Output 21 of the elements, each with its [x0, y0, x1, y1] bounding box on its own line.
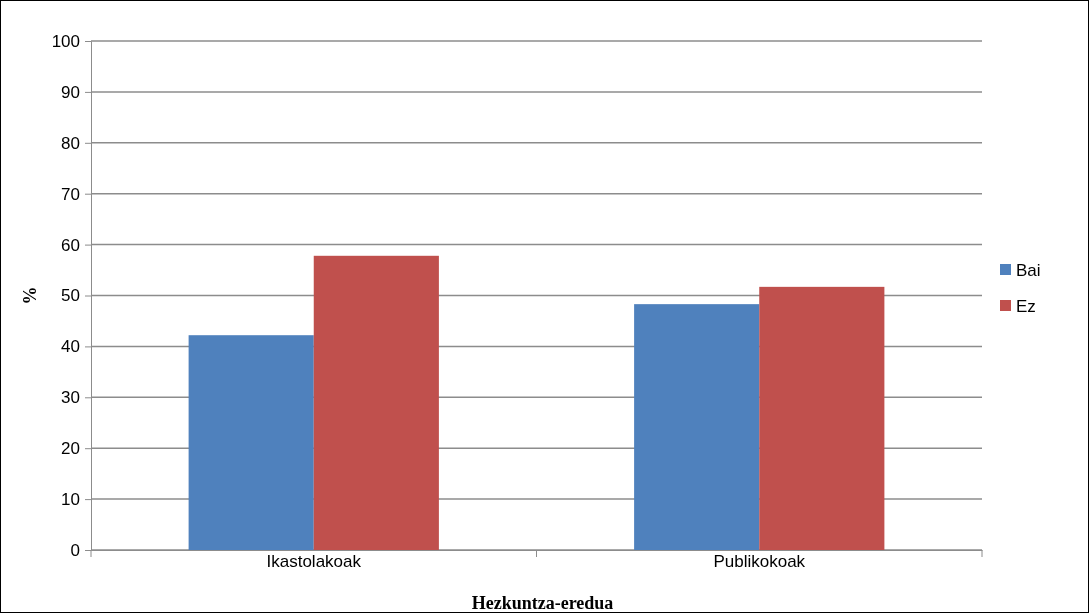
bar	[634, 304, 760, 550]
y-tick-label: 50	[61, 286, 80, 306]
y-tick-label: 30	[61, 388, 80, 408]
y-tick-label: 90	[61, 82, 80, 102]
y-tick-label: 10	[61, 490, 80, 510]
bar	[759, 286, 885, 550]
y-tick-label: 40	[61, 337, 80, 357]
x-tick-label: Ikastolakoak	[266, 552, 362, 571]
x-tick-label: Publikokoak	[713, 552, 806, 571]
y-tick-label: 70	[61, 184, 80, 204]
x-axis-title: Hezkuntza-eredua	[471, 593, 614, 613]
y-tick-label: 80	[61, 133, 80, 153]
y-tick-label: 100	[51, 31, 80, 51]
y-tick-label: 60	[61, 235, 80, 255]
y-tick-label: 20	[61, 439, 80, 459]
bar	[313, 255, 439, 550]
legend-label: Ez	[1016, 297, 1036, 316]
bar	[188, 335, 314, 550]
legend-label: Bai	[1016, 261, 1041, 280]
y-axis-title: %	[20, 286, 40, 305]
y-tick-label: 0	[70, 540, 80, 560]
